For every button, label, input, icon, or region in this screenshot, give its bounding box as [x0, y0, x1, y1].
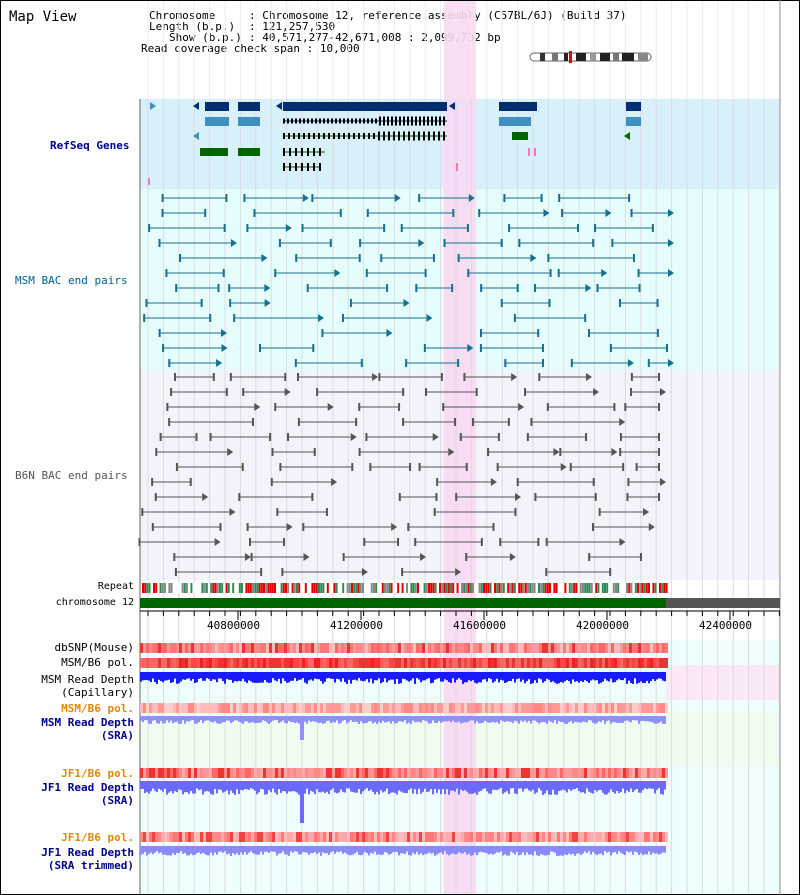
highlight-region [444, 0, 476, 895]
b6n-bac-track [138, 373, 666, 576]
axis-tick-label: 42000000 [576, 619, 629, 632]
polymorphism-depth-tracks [140, 643, 668, 856]
axis-tick-label: 41200000 [330, 619, 383, 632]
chromosome-ideogram [529, 51, 652, 63]
track-label-jf1-b6-pol: JF1/B6 pol. [61, 767, 134, 780]
track-label-jf1-depth-sra: JF1 Read Depth (SRA) [41, 781, 134, 807]
info-block: Chromosome: Chromosome 12, reference ass… [141, 10, 627, 54]
capillary-track-bg [666, 665, 780, 700]
track-label-b6n-bac[interactable]: B6N BAC end pairs [15, 469, 128, 482]
track-label-refseq-genes[interactable]: RefSeq Genes [50, 139, 130, 152]
chromosome-bar-gray [666, 598, 780, 608]
track-label-jf1-depth-trimmed: JF1 Read Depth (SRA trimmed) [41, 846, 134, 872]
refseq-track-bg [140, 99, 780, 189]
track-label-msm-bac[interactable]: MSM BAC end pairs [15, 274, 128, 287]
repeat-track [142, 583, 668, 593]
info-row-coverage-span: Read coverage check span : 10,000 [141, 42, 360, 55]
track-label-jf1-b6-pol-2: JF1/B6 pol. [61, 831, 134, 844]
track-label-msm-depth-sra: MSM Read Depth (SRA) [41, 716, 134, 742]
grid-lines [147, 0, 780, 895]
track-label-dbsnp: dbSNP(Mouse) [54, 641, 134, 654]
track-label-msm-b6-pol: MSM/B6 pol. [61, 656, 134, 669]
sra-track-bg [140, 712, 780, 767]
refseq-genes-track [148, 102, 641, 185]
msm-track-bg [140, 189, 780, 370]
track-label-chromosome: chromosome 12 [55, 597, 134, 608]
track-label-repeat: Repeat [97, 581, 134, 592]
chromosome-bar-green [140, 598, 666, 608]
track-label-msm-depth-capillary: MSM Read Depth (Capillary) [41, 673, 134, 699]
axis-tick-label: 42400000 [699, 619, 752, 632]
track-label-msm-b6-pol-2: MSM/B6 pol. [61, 702, 134, 715]
lower-track-bg [140, 640, 780, 895]
page-title: Map View [9, 9, 77, 25]
b6n-track-bg [140, 370, 780, 580]
axis-tick-label: 41600000 [453, 619, 506, 632]
msm-bac-track [143, 194, 674, 367]
axis-tick-label: 40800000 [207, 619, 260, 632]
